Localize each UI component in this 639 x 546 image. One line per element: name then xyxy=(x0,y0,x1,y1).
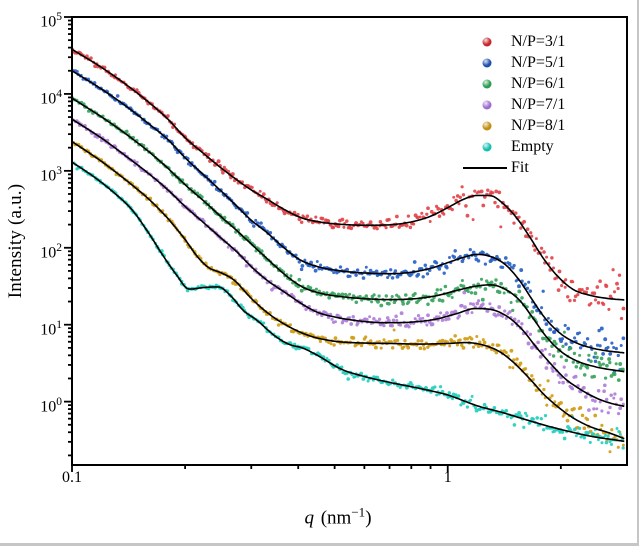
legend-marker-icon xyxy=(482,58,492,67)
legend-marker-icon xyxy=(482,37,492,46)
fit-line-N/P=6/1 xyxy=(71,97,625,373)
axis-ticks xyxy=(64,16,562,472)
x-axis-label-symbol: q xyxy=(304,507,314,529)
legend-item-N/P=5/1: N/P=5/1 xyxy=(450,52,625,73)
legend-marker-icon xyxy=(482,142,492,151)
legend-label: N/P=7/1 xyxy=(511,95,566,113)
y-tick-label: 103 xyxy=(40,164,62,185)
fit-line-N/P=5/1 xyxy=(71,70,625,354)
plot-frame xyxy=(71,16,628,466)
legend-label: N/P=3/1 xyxy=(511,32,566,50)
legend-label: Empty xyxy=(511,137,554,155)
x-axis-label: q (nm−1) xyxy=(304,504,371,529)
legend-item-Fit: Fit xyxy=(450,157,625,178)
legend-item-N/P=3/1: N/P=3/1 xyxy=(450,31,625,52)
fit-line-Empty xyxy=(71,161,625,443)
fit-line-N/P=7/1 xyxy=(71,118,625,408)
x-axis-label-unit-close: ) xyxy=(365,507,372,529)
legend-item-N/P=6/1: N/P=6/1 xyxy=(450,73,625,94)
x-tick-label: 1 xyxy=(443,469,452,486)
legend: N/P=3/1 N/P=5/1 N/P=6/1 N/P=7/1 N/P=8/1 Empty… xyxy=(450,31,625,178)
legend-item-N/P=8/1: N/P=8/1 xyxy=(450,115,625,136)
legend-item-N/P=7/1: N/P=7/1 xyxy=(450,94,625,115)
legend-label: N/P=5/1 xyxy=(511,53,566,71)
x-tick-label: 0.1 xyxy=(62,469,82,486)
y-tick-label: 104 xyxy=(40,87,62,108)
legend-label: N/P=6/1 xyxy=(511,74,566,92)
x-axis-label-unit: (nm xyxy=(315,507,352,529)
fit-line-N/P=8/1 xyxy=(71,140,625,440)
legend-marker-icon xyxy=(482,100,492,109)
y-tick-label: 102 xyxy=(40,241,62,262)
y-tick-label: 101 xyxy=(40,318,62,339)
legend-marker-icon xyxy=(482,79,492,88)
y-tick-label: 105 xyxy=(40,11,62,31)
legend-label: Fit xyxy=(511,158,529,176)
legend-label: N/P=8/1 xyxy=(511,116,566,134)
legend-item-Empty: Empty xyxy=(450,136,625,157)
x-axis-label-exponent: −1 xyxy=(351,504,366,520)
legend-marker-icon xyxy=(482,121,492,130)
fit-line-N/P=3/1 xyxy=(71,48,625,301)
y-tick-label: 100 xyxy=(40,395,62,415)
legend-fit-line-icon xyxy=(463,166,507,169)
